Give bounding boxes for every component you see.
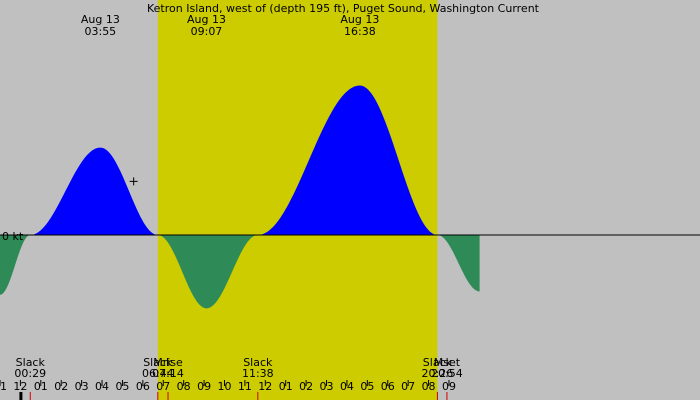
x-tick-label: 11	[0, 380, 7, 393]
x-tick-label: 12	[258, 380, 272, 393]
zero-label: 0 kt	[2, 230, 24, 243]
event-label: Slack	[16, 356, 46, 369]
x-tick-label: 03	[320, 380, 334, 393]
event-time-label: 20:26	[422, 367, 454, 380]
x-tick-label: 09	[197, 380, 211, 393]
event-time-label: 11:38	[242, 367, 274, 380]
x-tick-label: 12	[13, 380, 27, 393]
flood-area	[30, 147, 158, 235]
event-time-label: 07:14	[152, 367, 184, 380]
max-date-label: Aug 13	[81, 13, 120, 26]
event-time-label: 20:54	[431, 367, 463, 380]
x-tick-label: 01	[279, 380, 293, 393]
event-label: Mrise	[153, 356, 183, 369]
x-tick-label: 11	[238, 380, 252, 393]
x-tick-label: 07	[401, 380, 415, 393]
x-tick-label: 09	[442, 380, 456, 393]
max-time-label: 09:07	[191, 25, 223, 38]
event-label: Slack	[423, 356, 453, 369]
x-tick-label: 01	[34, 380, 48, 393]
ebb-area	[437, 235, 480, 292]
x-tick-label: 07	[156, 380, 170, 393]
event-time-label: 06:44	[142, 367, 174, 380]
event-time-label: 00:29	[14, 367, 46, 380]
x-tick-label: 05	[115, 380, 129, 393]
max-date-label: Aug 13	[187, 13, 226, 26]
midnight-marker	[19, 392, 23, 400]
event-label: Slack	[143, 356, 173, 369]
x-tick-label: 06	[136, 380, 150, 393]
x-tick-label: 02	[299, 380, 313, 393]
max-date-label: Aug 13	[340, 13, 379, 26]
x-tick-label: 03	[75, 380, 89, 393]
crosshair-cursor	[129, 177, 138, 186]
flood-area	[257, 85, 438, 235]
max-time-label: 03:55	[84, 25, 116, 38]
x-tick-label: 02	[54, 380, 68, 393]
x-tick-label: 08	[177, 380, 191, 393]
ebb-area	[157, 235, 258, 309]
x-tick-label: 10	[217, 380, 231, 393]
event-label: Mset	[434, 356, 461, 369]
x-tick-label: 05	[360, 380, 374, 393]
ebb-area	[0, 235, 31, 295]
chart-title: Ketron Island, west of (depth 195 ft), P…	[147, 2, 540, 15]
x-tick-label: 04	[340, 380, 354, 393]
event-label: Slack	[243, 356, 273, 369]
x-tick-label: 08	[422, 380, 436, 393]
max-time-label: 16:38	[344, 25, 376, 38]
x-tick-label: 04	[95, 380, 109, 393]
x-tick-label: 06	[381, 380, 395, 393]
